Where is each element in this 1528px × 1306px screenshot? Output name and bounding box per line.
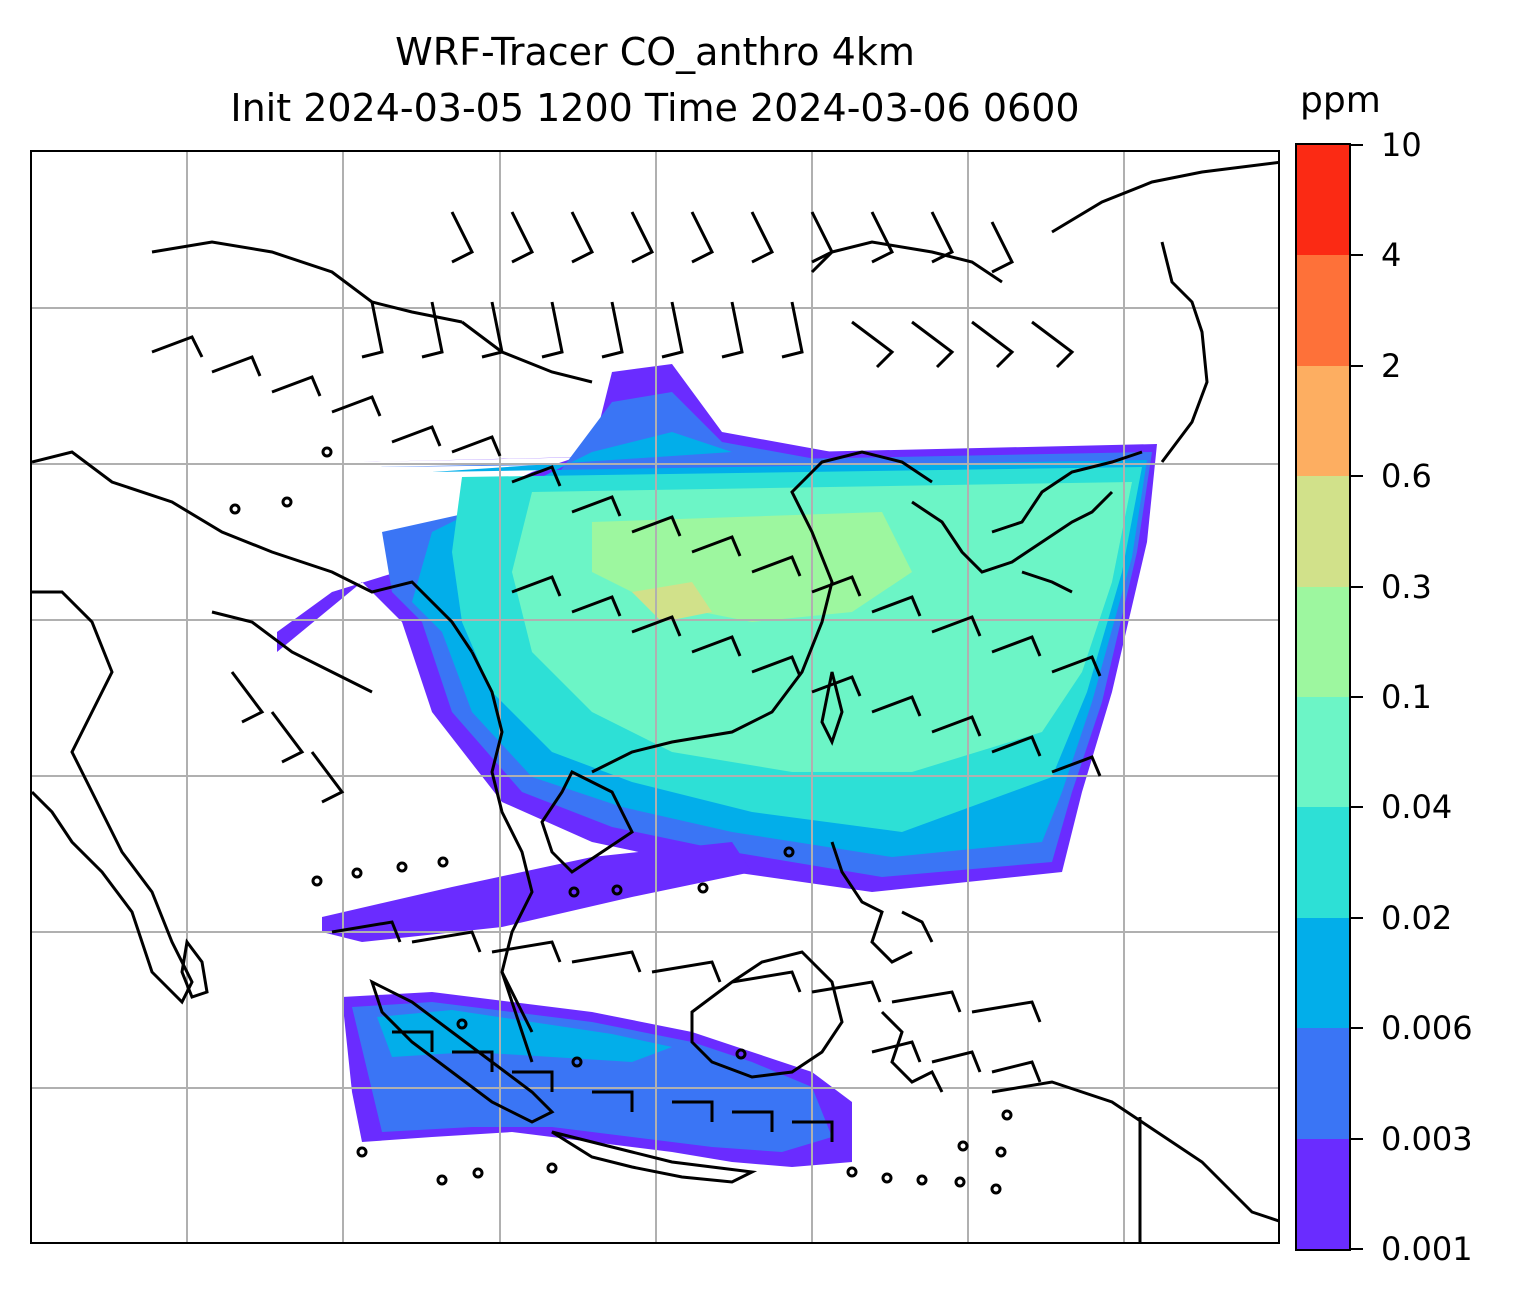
colorbar-segment [1297,254,1349,366]
colorbar-tick-label: 0.02 [1381,898,1453,937]
grid-lines [32,152,1278,1242]
colorbar-unit: ppm [1300,80,1381,121]
colorbar-tick [1351,364,1363,367]
colorbar-segment [1297,1138,1349,1249]
colorbar-tick [1351,585,1363,588]
colorbar-tick-label: 0.003 [1381,1119,1473,1158]
colorbar-segment [1297,586,1349,697]
colorbar-tick-label: 0.006 [1381,1009,1473,1048]
title-line-1: WRF-Tracer CO_anthro 4km [395,30,915,74]
colorbar-tick [1351,144,1363,146]
calm-markers [229,446,1013,1195]
map-panel[interactable] [30,150,1280,1244]
colorbar-tick [1351,475,1363,478]
colorbar-segment [1297,475,1349,587]
colorbar-tick-label: 0.1 [1381,678,1432,716]
colorbar-segment [1297,365,1349,477]
colorbar-segment [1297,806,1349,918]
colorbar-segment [1297,696,1349,808]
colorbar-tick-label: 0.001 [1381,1230,1473,1268]
colorbar-tick [1351,1248,1363,1250]
tracer-plume-mid [322,842,752,942]
colorbar-tick-label: 2 [1381,346,1402,385]
colorbar-tick-label: 4 [1381,236,1402,275]
title-line-2: Init 2024-03-05 1200 Time 2024-03-06 060… [230,86,1080,130]
tracer-field [277,364,1157,1167]
colorbar-tick [1351,1027,1363,1030]
colorbar-tick [1351,916,1363,919]
colorbar-tick-label: 0.04 [1381,788,1453,827]
colorbar-tick [1351,1137,1363,1140]
colorbar-tick-label: 0.3 [1381,567,1432,606]
wind-barbs [151,211,1102,1142]
colorbar [1295,143,1351,1251]
coastlines [32,160,1278,1242]
colorbar-segment [1297,1027,1349,1139]
colorbar-tick [1351,254,1363,257]
colorbar-tick-label: 0.6 [1381,457,1432,496]
colorbar-tick [1351,806,1363,809]
colorbar-segment [1297,144,1349,256]
colorbar-tick [1351,696,1363,698]
map-canvas [32,152,1278,1242]
colorbar-tick-label: 10 [1381,126,1422,164]
colorbar-segment [1297,917,1349,1029]
